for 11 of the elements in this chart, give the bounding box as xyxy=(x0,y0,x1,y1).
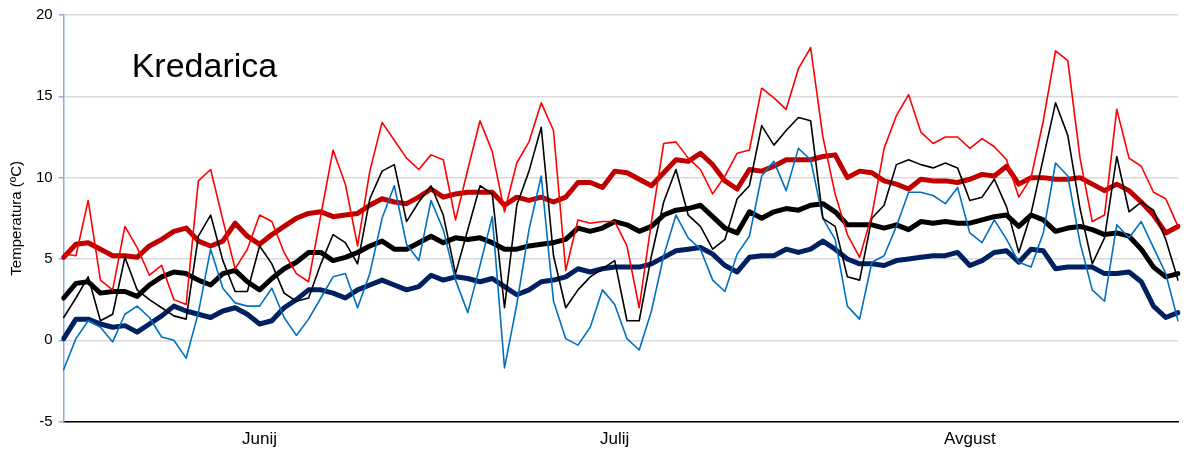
x-tick-label: Julij xyxy=(600,429,630,449)
y-axis-title: Temperatura (ºC) xyxy=(7,160,25,276)
y-tick-label: 15 xyxy=(36,86,53,104)
y-tick-label: 20 xyxy=(36,5,53,23)
x-tick-label: Junij xyxy=(242,429,278,449)
y-tick-label: -5 xyxy=(39,411,53,429)
y-tick-label: 10 xyxy=(36,167,53,185)
y-tick-label: 5 xyxy=(44,249,53,267)
y-tick-label: 0 xyxy=(44,330,53,348)
x-tick-label: Avgust xyxy=(944,429,996,449)
text: Kredarica xyxy=(131,46,278,84)
